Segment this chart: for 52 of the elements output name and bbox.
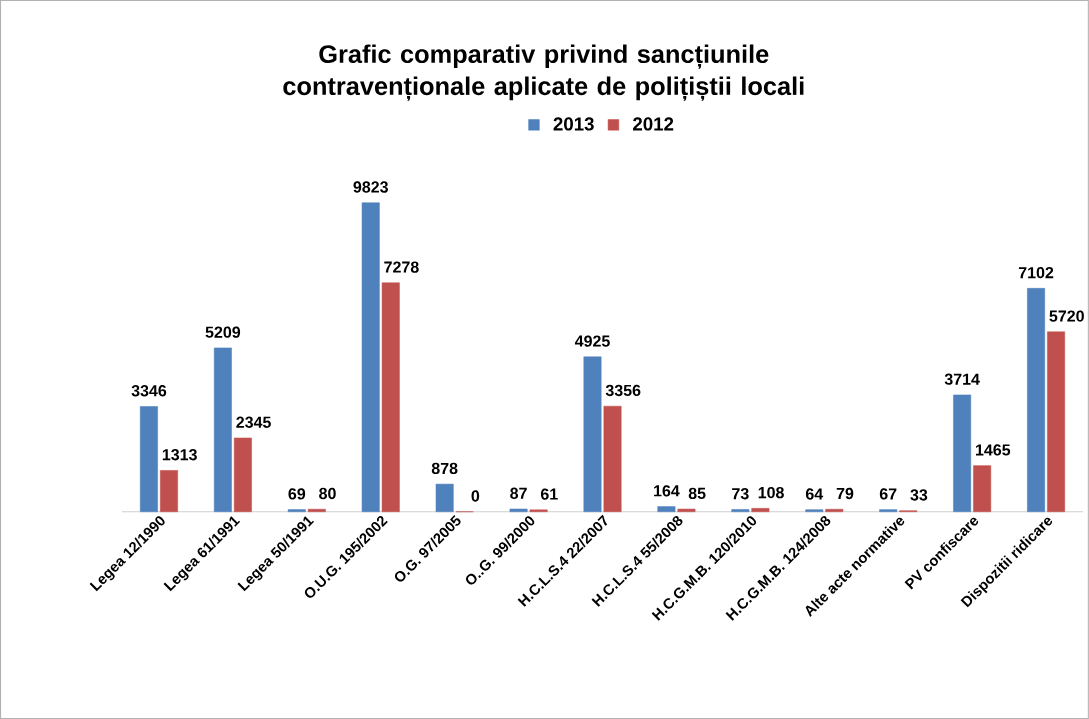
- bar: [287, 509, 306, 512]
- data-label: 33: [910, 489, 928, 501]
- data-label: 80: [319, 487, 336, 500]
- data-label: 1465: [976, 444, 1011, 456]
- data-label: 73: [732, 487, 749, 500]
- bar: [677, 508, 696, 512]
- bar: [213, 347, 232, 512]
- data-label: 79: [836, 487, 854, 500]
- bar: [731, 509, 750, 512]
- bar: [435, 483, 454, 512]
- bar: [1027, 288, 1045, 512]
- data-label: 4925: [574, 335, 610, 347]
- bar: [361, 202, 380, 512]
- data-label: 64: [805, 488, 824, 500]
- bar: [583, 356, 602, 512]
- bar: [825, 508, 844, 512]
- data-label: 3714: [944, 373, 980, 385]
- legend-label: 2012: [633, 117, 674, 131]
- data-label: 878: [431, 462, 458, 474]
- bar: [381, 282, 400, 512]
- bar: [140, 406, 158, 512]
- data-label: 9823: [353, 181, 388, 193]
- data-label: 3356: [605, 384, 641, 397]
- bar: [751, 507, 770, 512]
- data-label: 61: [540, 488, 558, 500]
- bar: [657, 506, 676, 512]
- bar: [233, 437, 252, 512]
- data-label: 3346: [131, 385, 167, 397]
- data-label: 164: [654, 485, 680, 497]
- data-label: 108: [758, 486, 784, 499]
- bar: [160, 470, 178, 512]
- bar: [879, 509, 898, 512]
- bar: [1047, 331, 1066, 512]
- data-label: 7278: [384, 261, 419, 273]
- bar: [603, 405, 622, 512]
- data-label: 2345: [236, 416, 271, 428]
- data-label: 5720: [1049, 310, 1084, 322]
- chart-title: Grafic comparativ privind sancțiunile contravenționale aplicate de polițiștii locali: [283, 44, 804, 101]
- bar: [805, 509, 824, 512]
- bar: [953, 394, 972, 512]
- data-label: 87: [510, 487, 527, 499]
- legend-label: 2013: [553, 117, 594, 131]
- data-label: 85: [688, 487, 706, 499]
- data-label: 7102: [1018, 266, 1054, 279]
- data-label: 0: [471, 490, 480, 502]
- bar: [307, 508, 326, 512]
- bar: [973, 465, 992, 512]
- data-label: 67: [879, 488, 897, 500]
- bar: [509, 508, 528, 512]
- data-label: 1313: [162, 448, 197, 461]
- data-label: 69: [288, 488, 306, 500]
- data-label: 5209: [205, 326, 241, 338]
